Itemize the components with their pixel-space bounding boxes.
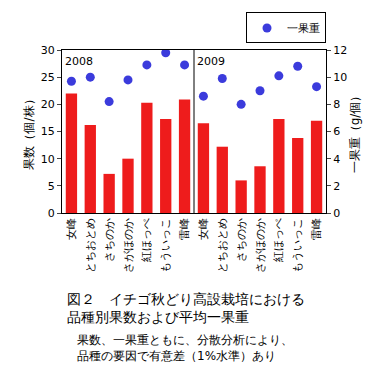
svg-text:10: 10 [333,71,347,84]
svg-text:女峰: 女峰 [65,218,78,240]
svg-text:25: 25 [41,71,55,84]
svg-text:女峰: 女峰 [197,218,210,240]
svg-text:8: 8 [333,98,340,111]
svg-text:紅ほっぺ: 紅ほっぺ [140,218,153,262]
svg-text:6: 6 [333,125,340,138]
svg-text:とちおとめ: とちおとめ [216,218,229,273]
svg-text:さちのか: さちのか [235,218,248,262]
svg-text:12: 12 [333,44,347,57]
svg-text:果数、一果重ともに、分散分析により、品種の要因で有意差（1%: 果数、一果重ともに、分散分析により、品種の要因で有意差（1%水準）あり [77,333,293,363]
svg-text:さちのか: さちのか [103,218,116,262]
svg-text:5: 5 [48,180,55,193]
svg-text:0: 0 [48,207,55,220]
svg-text:果数（個/株）: 果数（個/株） [22,93,36,169]
svg-text:雷峰: 雷峰 [310,218,323,240]
svg-text:図２ イチゴ秋どり高設栽培における品種別果数および平均一果重: 図２ イチゴ秋どり高設栽培における品種別果数および平均一果重 [67,291,305,325]
svg-text:2008: 2008 [65,55,93,68]
svg-text:30: 30 [41,44,55,57]
svg-text:15: 15 [41,125,55,138]
svg-text:一果重（g/個）: 一果重（g/個） [348,90,362,174]
svg-text:もういっこ: もういっこ [159,218,172,273]
svg-text:とちおとめ: とちおとめ [84,218,97,273]
svg-text:0: 0 [333,207,340,220]
svg-text:2009: 2009 [197,55,225,68]
svg-text:2: 2 [333,180,340,193]
svg-text:さがほのか: さがほのか [122,218,135,273]
svg-text:雷峰: 雷峰 [178,218,191,240]
svg-text:もういっこ: もういっこ [291,218,304,273]
svg-text:4: 4 [333,153,340,166]
svg-text:20: 20 [41,98,55,111]
svg-text:10: 10 [41,153,55,166]
svg-text:さがほのか: さがほのか [254,218,267,273]
svg-text:一果重: 一果重 [287,22,320,35]
svg-text:紅ほっぺ: 紅ほっぺ [272,218,285,262]
